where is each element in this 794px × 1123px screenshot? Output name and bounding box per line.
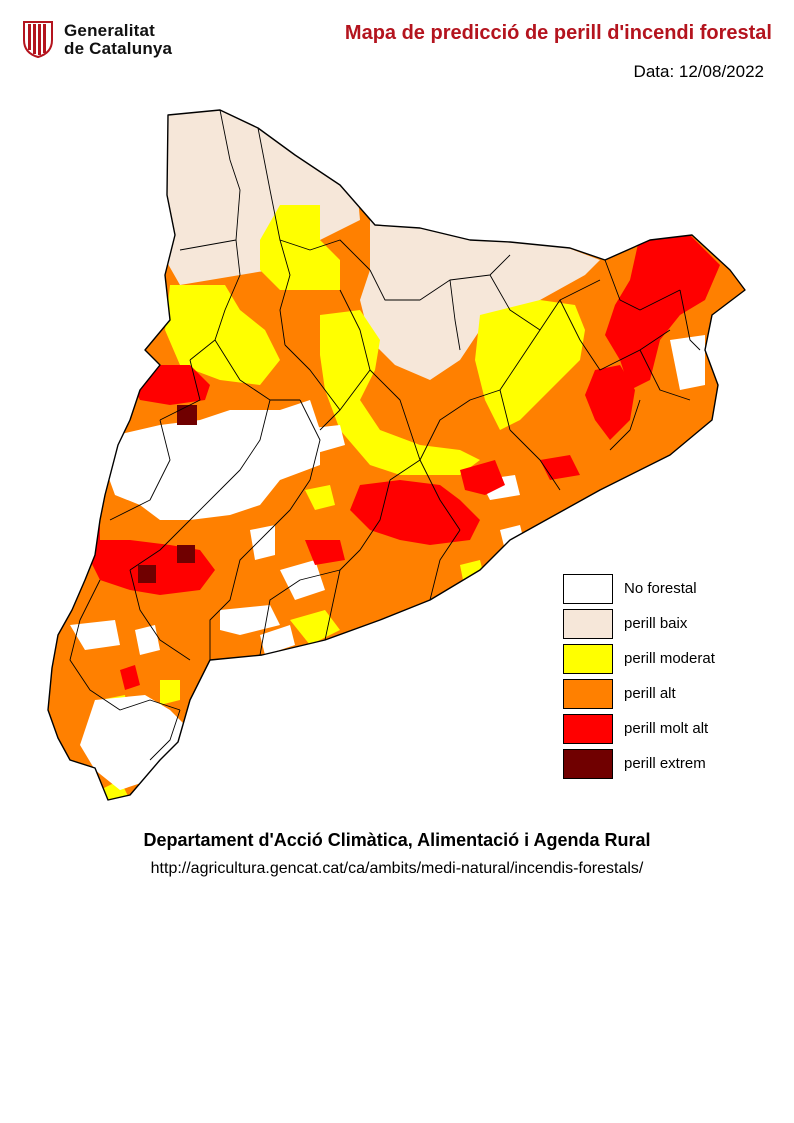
- legend-swatch: [563, 714, 613, 744]
- zone-no-forestal: [70, 260, 710, 790]
- legend-label: perill moderat: [624, 650, 715, 667]
- legend-item-no-forestal: No forestal: [563, 574, 763, 606]
- legend-label: perill baix: [624, 615, 688, 632]
- fire-risk-map: [47, 109, 746, 801]
- zone-perill-molt-alt: [82, 235, 720, 690]
- legend-label: perill alt: [624, 685, 676, 702]
- logo-line-2: de Catalunya: [64, 39, 173, 58]
- zone-perill-extrem: [138, 405, 197, 583]
- legend-swatch: [563, 644, 613, 674]
- logo-text: Generalitat de Catalunya: [64, 22, 172, 58]
- comarca-boundaries: [47, 109, 746, 801]
- legend-label: perill molt alt: [624, 720, 709, 737]
- legend-label: No forestal: [624, 580, 697, 597]
- legend-item-perill-alt: perill alt: [563, 679, 763, 711]
- legend-label: perill extrem: [624, 755, 706, 772]
- map-title: Mapa de predicció de perill d'incendi fo…: [344, 22, 772, 44]
- department-name: Departament d'Acció Climàtica, Alimentac…: [143, 830, 651, 850]
- senyera-icon: [23, 21, 53, 58]
- legend-item-perill-molt-alt: perill molt alt: [563, 714, 763, 746]
- legend-swatch: [563, 574, 613, 604]
- legend-item-perill-baix: perill baix: [563, 609, 763, 641]
- logo-line-1: Generalitat: [64, 21, 156, 40]
- department-url[interactable]: http://agricultura.gencat.cat/ca/ambits/…: [150, 860, 644, 877]
- legend-swatch: [563, 679, 613, 709]
- generalitat-logo: Generalitat de Catalunya: [22, 20, 222, 64]
- legend-swatch: [563, 749, 613, 779]
- legend-swatch: [563, 609, 613, 639]
- legend-item-perill-extrem: perill extrem: [563, 749, 763, 781]
- map-date: Data: 12/08/2022: [633, 62, 764, 81]
- legend-item-perill-moderat: perill moderat: [563, 644, 763, 676]
